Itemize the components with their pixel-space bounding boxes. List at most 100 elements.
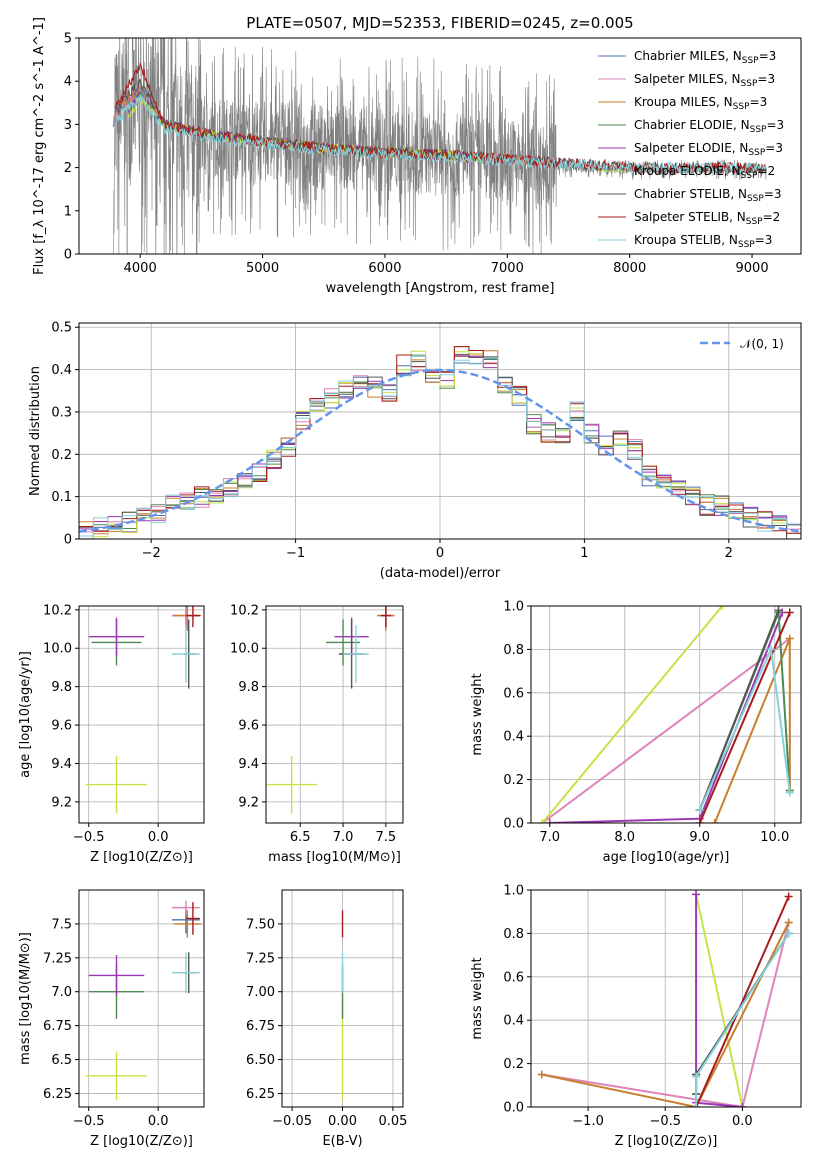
chart-age_vs_mass: 6.5 7.0 7.5 9.2 9.4 9.6 9.8 10.0 10.2 mass [log10…: [230, 603, 404, 865]
plot-area: [537, 890, 793, 1107]
plot-area: [85, 606, 202, 814]
y-tick-label: 6.50: [246, 1053, 275, 1068]
y-tick-label: 1: [64, 204, 72, 219]
y-tick-label: 0.2: [503, 1057, 524, 1072]
plot-area: [266, 606, 395, 814]
legend-label: Chabrier ELODIE, NSSP=3: [634, 118, 784, 135]
x-tick-label: 9000: [736, 261, 769, 276]
y-tick-label: 7.0: [51, 985, 72, 1000]
axes-frame: [530, 605, 802, 824]
y-tick-label: 0.2: [503, 773, 524, 788]
legend-subscript: SSP: [750, 125, 767, 135]
axes-frame: [78, 37, 802, 255]
legend-label: Chabrier STELIB, NSSP=3: [634, 187, 782, 204]
y-tick-label: 7.25: [246, 951, 275, 966]
x-tick-label: 9.0: [689, 830, 710, 845]
y-tick-label: 0.4: [503, 730, 524, 745]
figure-title: PLATE=0507, MJD=52353, FIBERID=0245, z=0…: [246, 14, 633, 32]
plot-area: [79, 346, 801, 539]
y-axis-label: mass weight: [470, 673, 485, 755]
y-axis-label: Flux [f_λ 10^-17 erg cm^-2 s^-1 A^-1]: [32, 17, 47, 275]
weight-marker: [710, 819, 719, 823]
x-tick-label: −0.5: [649, 1114, 681, 1129]
x-tick-label: 0.0: [148, 1114, 169, 1129]
y-tick-label: 6.5: [51, 1053, 72, 1068]
legend-label: Salpeter ELODIE, NSSP=3: [634, 141, 783, 158]
y-tick-label: 1.0: [503, 884, 524, 899]
chart-residuals: 𝒩(0, 1) −2 −1 0 1 2 0 0.1 0.2 0.3 0.4 0.5 (data-mode…: [28, 321, 802, 581]
weight-marker: [692, 1103, 701, 1107]
y-tick-label: 6.75: [246, 1019, 275, 1034]
y-tick-label: 0.2: [51, 448, 72, 463]
y-tick-label: 9.6: [51, 719, 72, 734]
y-tick-label: 0: [64, 248, 72, 263]
x-axis-label: age [log10(age/yr)]: [603, 850, 730, 865]
chart-age_vs_Z: −0.5 0.0 9.2 9.4 9.6 9.8 10.0 10.2 Z [log10(Z/Z⊙…: [18, 603, 205, 865]
legend-value: =3: [759, 49, 777, 63]
y-tick-label: 7.00: [246, 985, 275, 1000]
y-tick-label: 9.8: [51, 680, 72, 695]
y-tick-label: 0: [64, 533, 72, 548]
y-tick-label: 0.8: [503, 927, 524, 942]
y-tick-label: 1.0: [503, 600, 524, 615]
weight-line: [541, 922, 790, 1107]
chart-spectrum: Chabrier MILES, NSSP=3 Salpeter MILES, NS…: [32, 17, 802, 296]
axes-frame: [78, 889, 205, 1108]
axes-frame: [530, 889, 802, 1108]
x-tick-label: −0.05: [272, 1114, 312, 1129]
y-tick-label: 0.6: [503, 970, 524, 985]
y-tick-label: 0.6: [503, 686, 524, 701]
x-tick-label: 0.00: [328, 1114, 357, 1129]
chart-mass_vs_Z: −0.5 0.0 6.25 6.5 6.75 7.0 7.25 7.5 Z [log10(Z/Z…: [18, 889, 205, 1149]
weight-line: [541, 922, 790, 1107]
x-tick-label: 8.0: [614, 830, 635, 845]
legend-label: Kroupa STELIB, NSSP=3: [634, 233, 772, 250]
x-tick-label: 7.0: [539, 830, 560, 845]
legend-value: =2: [763, 210, 781, 224]
chart-weight_vs_age: 7.0 8.0 9.0 10.0 0.0 0.2 0.4 0.6 0.8 1.0 age [log1…: [470, 600, 802, 865]
y-tick-label: 9.4: [238, 757, 259, 772]
y-tick-label: 2: [64, 161, 72, 176]
weight-marker: [785, 608, 794, 617]
weight-marker: [538, 819, 547, 823]
axes-frame: [78, 605, 205, 824]
x-tick-label: 8000: [613, 261, 646, 276]
y-axis-label: age [log10(age/yr)]: [18, 651, 33, 778]
x-axis-label: wavelength [Angstrom, rest frame]: [326, 281, 555, 296]
legend-label: Salpeter STELIB, NSSP=2: [634, 210, 780, 227]
weight-marker: [738, 1103, 747, 1107]
y-tick-label: 10.0: [43, 642, 72, 657]
x-tick-label: 4000: [124, 261, 157, 276]
weight-marker: [774, 606, 783, 615]
series-model: [115, 94, 767, 175]
y-tick-label: 9.8: [238, 680, 259, 695]
legend-subscript: SSP: [741, 79, 758, 89]
y-tick-label: 7.5: [51, 917, 72, 932]
plot-area: [538, 606, 794, 823]
plot-area: [112, 38, 767, 254]
weight-marker: [785, 634, 794, 643]
legend-subscript: SSP: [748, 148, 765, 158]
x-tick-label: −1.0: [572, 1114, 604, 1129]
x-axis-label: E(B-V): [322, 1134, 362, 1149]
weight-marker: [695, 805, 704, 814]
legend-subscript: SSP: [738, 240, 755, 250]
y-tick-label: 0.5: [51, 321, 72, 336]
weight-line: [695, 894, 744, 1107]
y-axis-label: mass [log10(M/M⊙)]: [18, 932, 33, 1065]
x-tick-label: 0.0: [148, 830, 169, 845]
x-axis-label: (data-model)/error: [380, 566, 501, 581]
weight-marker: [784, 892, 793, 901]
y-tick-label: 7.25: [43, 951, 72, 966]
axes-frame: [265, 605, 404, 824]
y-tick-label: 9.6: [238, 719, 259, 734]
y-tick-label: 10.2: [230, 603, 259, 618]
y-tick-label: 9.4: [51, 757, 72, 772]
y-tick-label: 4: [64, 75, 72, 90]
x-tick-label: −0.5: [73, 830, 105, 845]
legend-value: =3: [764, 187, 782, 201]
x-axis-label: Z [log10(Z/Z⊙)]: [90, 850, 193, 865]
weight-marker: [545, 819, 554, 823]
x-tick-label: 7000: [491, 261, 524, 276]
